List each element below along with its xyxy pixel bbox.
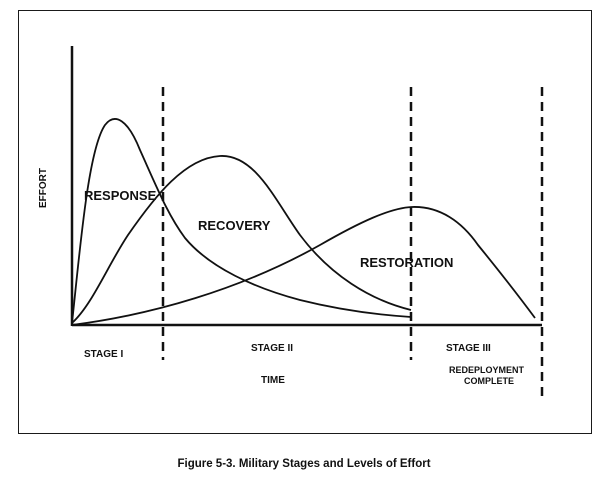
figure-frame bbox=[18, 10, 592, 434]
x-axis-label: TIME bbox=[261, 375, 285, 386]
y-axis-label: EFFORT bbox=[38, 168, 49, 208]
response-curve bbox=[71, 118, 412, 324]
restoration-label: RESTORATION bbox=[360, 255, 453, 270]
recovery-label: RECOVERY bbox=[198, 218, 271, 233]
stage-1-label: STAGE I bbox=[84, 349, 123, 360]
stage-2-label: STAGE II bbox=[251, 343, 293, 354]
figure-caption: Figure 5-3. Military Stages and Levels o… bbox=[177, 458, 430, 470]
end-note-line-1: REDEPLOYMENT bbox=[449, 365, 525, 375]
recovery-curve bbox=[71, 155, 412, 324]
restoration-curve bbox=[71, 206, 536, 326]
response-label: RESPONSE bbox=[84, 188, 157, 203]
end-note-line-2: COMPLETE bbox=[464, 376, 514, 386]
stage-3-label: STAGE III bbox=[446, 343, 491, 354]
